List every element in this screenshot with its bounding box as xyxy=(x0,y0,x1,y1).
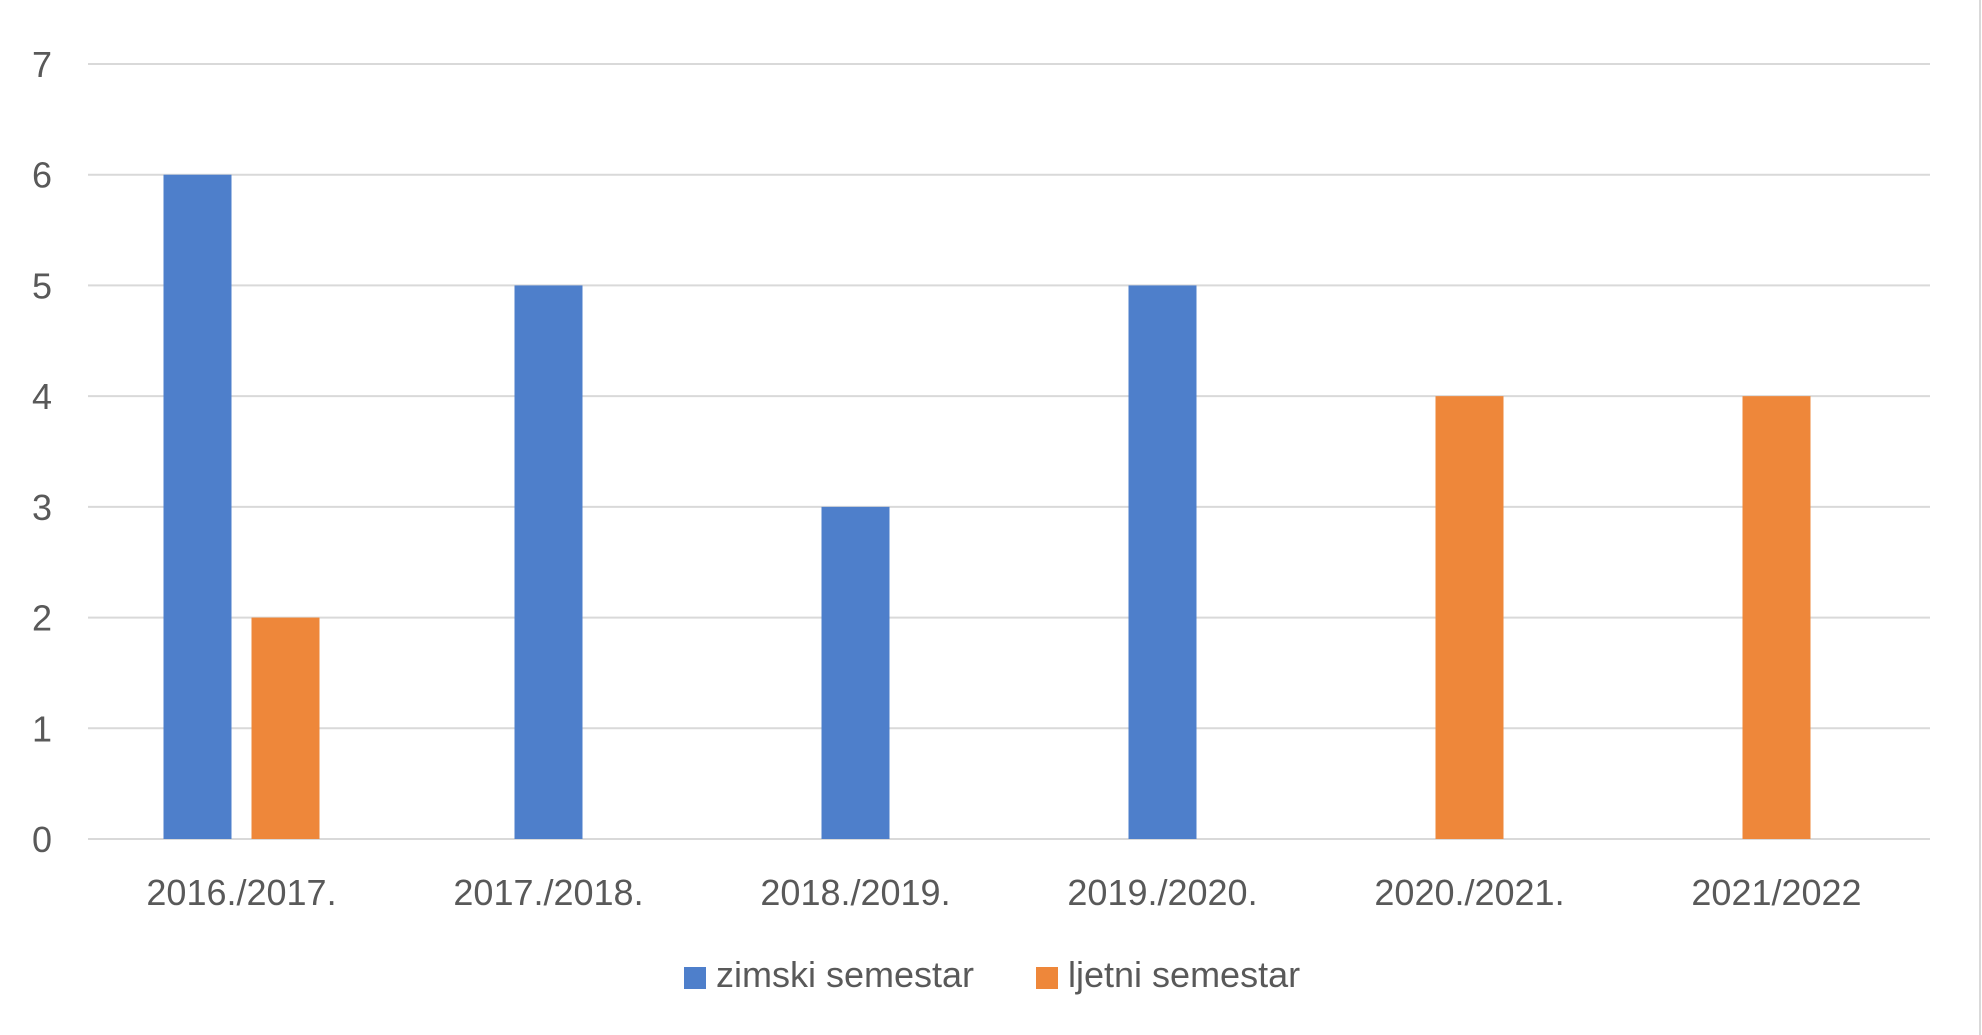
bars xyxy=(163,174,1811,839)
y-tick-label: 2 xyxy=(32,598,52,639)
x-tick-label: 2017./2018. xyxy=(453,872,643,913)
x-tick-label: 2016./2017. xyxy=(146,872,336,913)
x-axis-tick-labels: 2016./2017. 2017./2018. 2018./2019. 2019./2… xyxy=(146,872,1861,913)
x-tick-label: 2021/2022 xyxy=(1691,872,1861,913)
x-tick-label: 2020./2021. xyxy=(1374,872,1564,913)
y-tick-label: 0 xyxy=(32,819,52,860)
x-tick-label: 2018./2019. xyxy=(760,872,950,913)
bar-ljetni-0 xyxy=(251,617,320,839)
legend: zimski semestar ljetni semestar xyxy=(684,954,1300,995)
bar-zimski-0 xyxy=(163,174,232,839)
x-tick-label: 2019./2020. xyxy=(1067,872,1257,913)
y-tick-label: 5 xyxy=(32,265,52,306)
bar-zimski-3 xyxy=(1128,285,1197,839)
y-tick-label: 4 xyxy=(32,376,52,417)
bar-zimski-1 xyxy=(514,285,583,839)
y-tick-label: 7 xyxy=(32,44,52,85)
gridlines xyxy=(88,63,1930,840)
y-tick-label: 1 xyxy=(32,708,52,749)
legend-swatch-zimski xyxy=(684,967,706,989)
y-tick-label: 3 xyxy=(32,487,52,528)
legend-label-ljetni: ljetni semestar xyxy=(1068,954,1300,995)
y-axis-tick-labels: 0 1 2 3 4 5 6 7 xyxy=(32,44,52,860)
bar-zimski-2 xyxy=(821,506,890,839)
y-tick-label: 6 xyxy=(32,155,52,196)
bar-ljetni-5 xyxy=(1742,396,1811,839)
legend-label-zimski: zimski semestar xyxy=(716,954,974,995)
bar-ljetni-4 xyxy=(1435,396,1504,839)
legend-swatch-ljetni xyxy=(1036,967,1058,989)
